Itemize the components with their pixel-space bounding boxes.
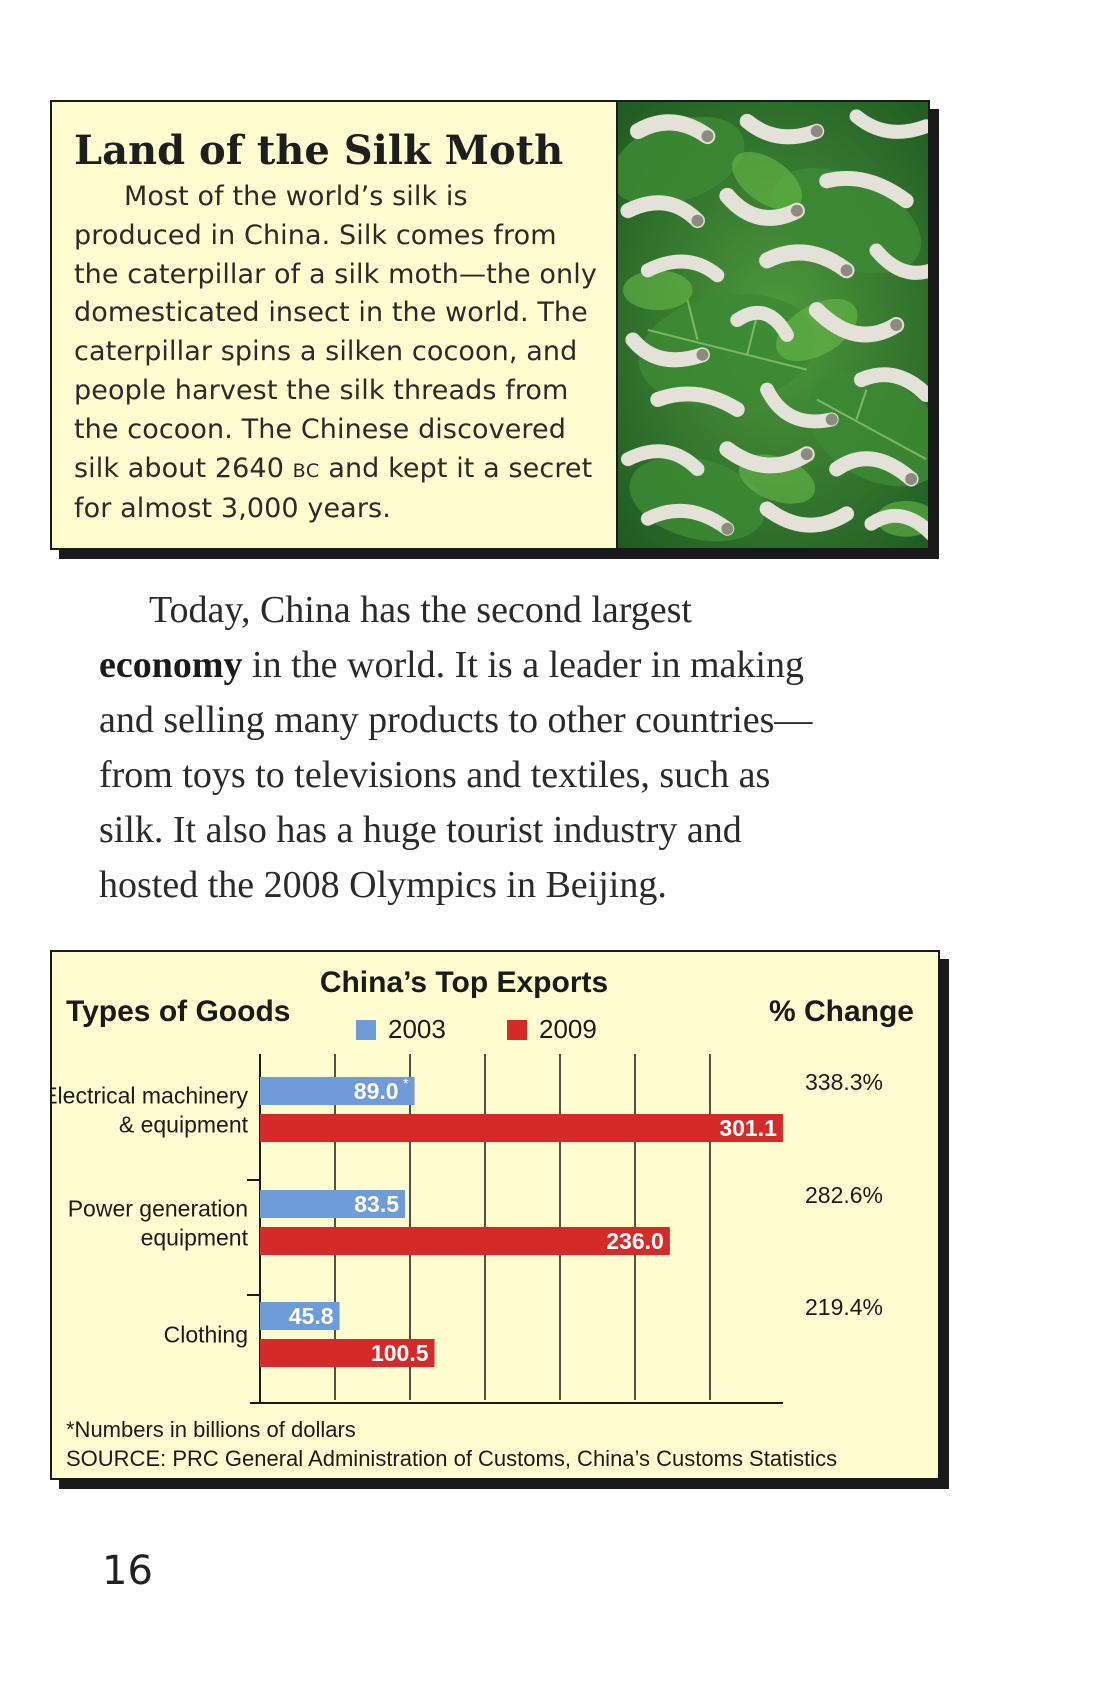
category-label: Electrical machinery	[52, 1083, 248, 1109]
percent-change-value: 219.4%	[805, 1294, 883, 1320]
bar-2003-3	[260, 1302, 340, 1330]
sidebar-line: and kept it a secret	[319, 452, 593, 484]
economy-term: economy	[99, 644, 243, 686]
main-paragraph: Today, China has the second largest econ…	[99, 583, 929, 913]
exports-chart-box: China’s Top Exports Types of Goods % Chang…	[50, 950, 940, 1480]
category-label: equipment	[141, 1225, 249, 1251]
main-line: in the world. It is a leader in making	[242, 644, 804, 686]
bar-value-label: 236.0	[606, 1228, 664, 1254]
chart-source: SOURCE: PRC General Administration of Cu…	[66, 1446, 837, 1471]
sidebar-title: Land of the Silk Moth	[74, 127, 564, 174]
bar-2009-3	[260, 1339, 435, 1367]
sidebar-line: people harvest the silk threads from	[74, 374, 569, 406]
chart-title: China’s Top Exports	[320, 966, 608, 999]
sidebar-line: for almost 3,000 years.	[74, 493, 391, 525]
bar-value-label: 45.8	[289, 1303, 334, 1329]
page-number: 16	[102, 1548, 153, 1594]
sidebar-line: Most of the world’s silk is	[124, 181, 468, 212]
bar-value-label: 100.5	[371, 1340, 429, 1366]
silk-moth-sidebar: Land of the Silk Moth Most of the world’…	[50, 100, 930, 550]
bar-value-label: 301.1	[719, 1115, 777, 1141]
category-label: Power generation	[68, 1196, 248, 1222]
sidebar-text: Land of the Silk Moth Most of the world’…	[74, 124, 634, 529]
main-line: silk. It also has a huge tourist industr…	[99, 809, 742, 851]
sidebar-line: domesticated insect in the world. The	[74, 297, 588, 329]
legend-swatch-2009	[507, 1020, 527, 1040]
silkworm-photo	[616, 102, 928, 548]
footnote-marker: *	[403, 1075, 409, 1091]
chart-footnote: *Numbers in billions of dollars	[66, 1417, 356, 1442]
category-label: & equipment	[119, 1112, 249, 1138]
bc-abbreviation: BC	[292, 459, 320, 482]
sidebar-line: the caterpillar of a silk moth—the only	[74, 258, 597, 290]
bar-2009-2	[260, 1227, 670, 1255]
main-line: from toys to televisions and textiles, s…	[99, 754, 771, 796]
left-column-header: Types of Goods	[66, 995, 290, 1028]
legend-label-2003: 2003	[388, 1014, 446, 1044]
legend-label-2009: 2009	[539, 1014, 597, 1044]
percent-change-value: 338.3%	[805, 1069, 883, 1095]
sidebar-line: the cocoon. The Chinese discovered	[74, 413, 566, 445]
bar-2003-2	[260, 1190, 406, 1218]
category-label: Clothing	[164, 1322, 248, 1348]
legend-swatch-2003	[356, 1020, 376, 1040]
main-line: and selling many products to other count…	[99, 699, 813, 741]
sidebar-line: silk about 2640	[74, 452, 293, 484]
percent-change-value: 282.6%	[805, 1182, 883, 1208]
exports-chart: China’s Top Exports Types of Goods % Chang…	[52, 966, 914, 1471]
sidebar-body: Most of the world’s silk is produced in …	[74, 178, 634, 529]
sidebar-line: produced in China. Silk comes from	[74, 219, 557, 251]
bar-2003-1	[260, 1077, 415, 1105]
right-column-header: % Change	[769, 995, 914, 1028]
sidebar-line: caterpillar spins a silken cocoon, and	[74, 336, 578, 368]
main-line: Today, China has the second largest	[149, 589, 692, 631]
bar-value-label: 89.0	[354, 1078, 399, 1104]
bar-2009-1	[260, 1114, 783, 1142]
bar-value-label: 83.5	[354, 1191, 399, 1217]
main-line: hosted the 2008 Olympics in Beijing.	[99, 864, 667, 906]
